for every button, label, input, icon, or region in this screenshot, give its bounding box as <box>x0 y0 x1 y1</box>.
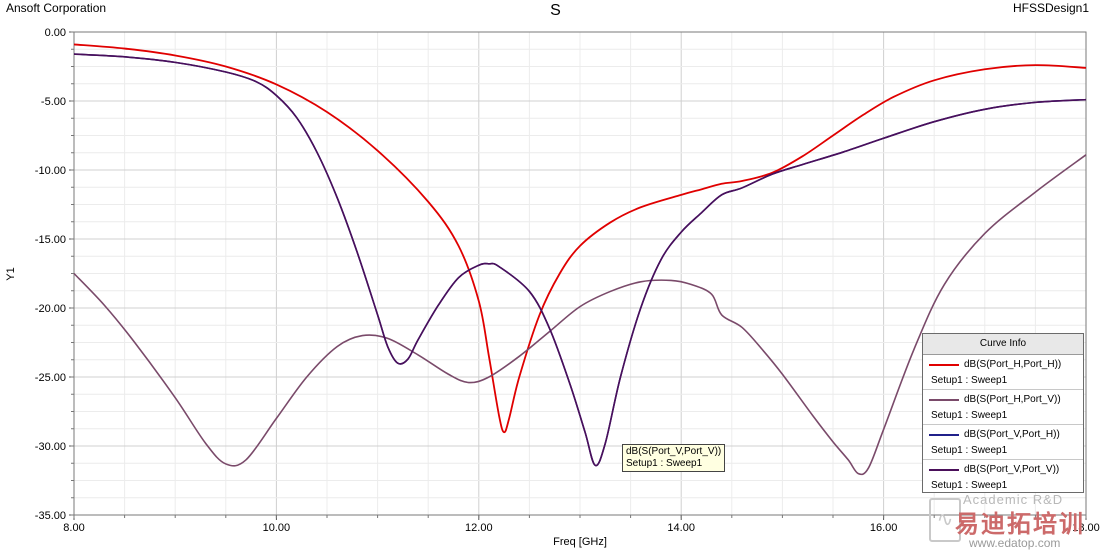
y-tick-label: -10.00 <box>35 165 66 177</box>
watermark-url: www.edatop.com <box>969 536 1061 550</box>
x-tick-label: 14.00 <box>667 522 695 534</box>
x-tick-label: 18.00 <box>1072 522 1100 534</box>
legend-series-setup: Setup1 : Sweep1 <box>931 410 1008 421</box>
project-label: HFSSDesign1 <box>1012 1 1089 15</box>
marker-annotation-line2: Setup1 : Sweep1 <box>626 458 703 469</box>
y-tick-label: -25.00 <box>35 372 66 384</box>
company-label: Ansoft Corporation <box>6 1 107 15</box>
legend-series-name: dB(S(Port_V,Port_H)) <box>964 429 1060 440</box>
curve-info-legend[interactable]: Curve Info dB(S(Port_H,Port_H)) Setup1 :… <box>922 333 1084 493</box>
series-line-0 <box>73 43 1087 434</box>
y-tick-label: -30.00 <box>35 441 66 453</box>
legend-series-name: dB(S(Port_H,Port_V)) <box>964 394 1061 405</box>
x-tick-label: 16.00 <box>870 522 898 534</box>
watermark-logo-icon: ∿ <box>929 498 961 542</box>
series-line-1 <box>73 154 1087 476</box>
legend-swatch <box>929 434 959 436</box>
legend-series-setup: Setup1 : Sweep1 <box>931 445 1008 456</box>
legend-series-name: dB(S(Port_V,Port_V)) <box>964 464 1060 475</box>
y-tick-label: 0.00 <box>45 27 66 39</box>
watermark: ∿ Academic R&D 易迪拓培训 www.edatop.com <box>925 492 1110 552</box>
x-tick-label: 8.00 <box>63 522 84 534</box>
x-tick-label: 12.00 <box>465 522 493 534</box>
legend-series-setup: Setup1 : Sweep1 <box>931 375 1008 386</box>
legend-item[interactable]: dB(S(Port_H,Port_V)) Setup1 : Sweep1 <box>923 390 1083 425</box>
legend-swatch <box>929 399 959 401</box>
grid <box>73 31 1087 516</box>
legend-swatch <box>929 469 959 471</box>
legend-swatch <box>929 364 959 366</box>
y-tick-label: -15.00 <box>35 234 66 246</box>
series-line-3 <box>73 53 1087 467</box>
x-axis-label: Freq [GHz] <box>553 536 607 548</box>
watermark-top-text: Academic R&D <box>963 492 1064 507</box>
y-tick-label: -20.00 <box>35 303 66 315</box>
y-tick-label: -35.00 <box>35 510 66 522</box>
marker-annotation-line1: dB(S(Port_V,Port_V)) <box>626 446 722 457</box>
legend-item[interactable]: dB(S(Port_H,Port_H)) Setup1 : Sweep1 <box>923 355 1083 390</box>
series-lines <box>73 43 1087 476</box>
legend-item[interactable]: dB(S(Port_V,Port_H)) Setup1 : Sweep1 <box>923 425 1083 460</box>
legend-title: Curve Info <box>923 334 1083 355</box>
legend-item[interactable]: dB(S(Port_V,Port_V)) Setup1 : Sweep1 <box>923 460 1083 494</box>
chart-title: S <box>550 2 561 19</box>
x-tick-label: 10.00 <box>263 522 291 534</box>
legend-series-setup: Setup1 : Sweep1 <box>931 480 1008 491</box>
y-axis-label: Y1 <box>5 267 17 280</box>
watermark-brand-text: 易迪拓培训 <box>955 511 1085 538</box>
marker-annotation[interactable]: dB(S(Port_V,Port_V)) Setup1 : Sweep1 <box>622 444 726 472</box>
legend-series-name: dB(S(Port_H,Port_H)) <box>964 359 1062 370</box>
y-tick-label: -5.00 <box>41 96 66 108</box>
